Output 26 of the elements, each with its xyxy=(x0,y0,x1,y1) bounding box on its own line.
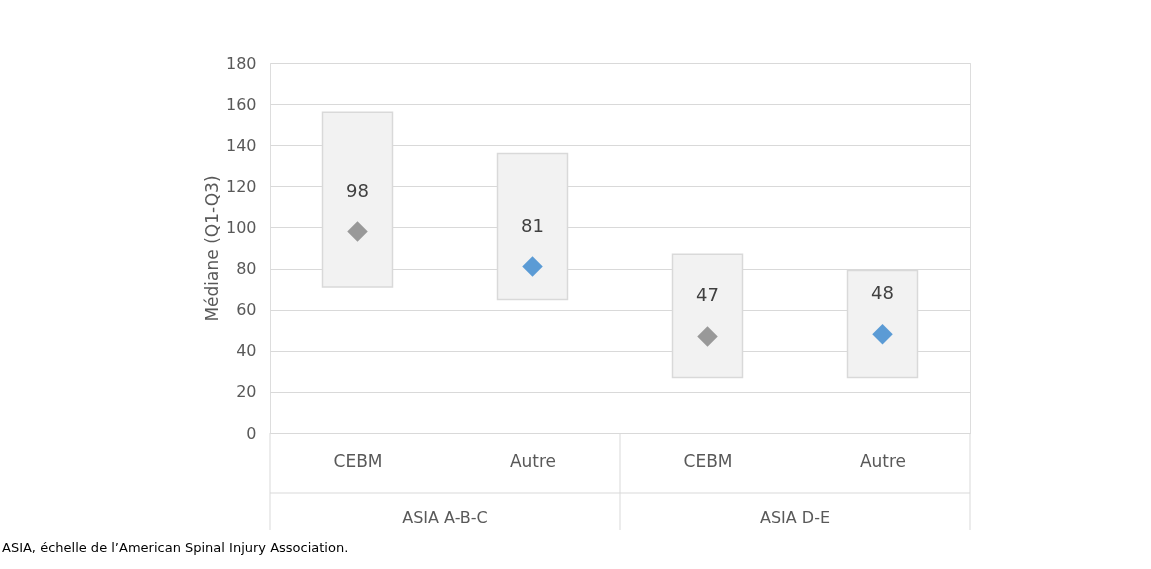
y-tick-label: 140 xyxy=(225,135,257,155)
point xyxy=(522,256,543,277)
point xyxy=(872,324,893,345)
y-tick-label: 160 xyxy=(225,94,257,114)
point xyxy=(347,221,368,242)
y-tick-label: 20 xyxy=(236,382,257,402)
text: ASIA, échelle de l’American Spinal Injury Association. xyxy=(2,540,349,555)
x-tick-label: Autre xyxy=(509,450,557,471)
text: ASIA D-E xyxy=(759,508,831,527)
data-label: 47 xyxy=(696,284,719,306)
y-tick-label: 180 xyxy=(225,53,257,73)
data-label: 48 xyxy=(871,282,894,304)
x-tick-label: CEBM xyxy=(333,450,383,471)
data-label: 81 xyxy=(521,214,544,236)
y-tick-label: 80 xyxy=(236,259,257,279)
x-tick-label: Autre xyxy=(859,450,907,471)
y-tick-label: 0 xyxy=(246,423,257,443)
y-tick-label: 40 xyxy=(236,341,257,361)
text: ASIA A-B-C xyxy=(402,508,488,527)
y-tick-label: 60 xyxy=(236,300,257,320)
y-axis-title: Médiane (Q1-Q3) xyxy=(201,175,222,322)
y-tick-label: 100 xyxy=(225,217,257,237)
y-tick-label: 120 xyxy=(225,176,257,196)
point xyxy=(697,326,718,347)
x-tick-label: CEBM xyxy=(683,450,733,471)
data-label: 98 xyxy=(346,179,369,201)
